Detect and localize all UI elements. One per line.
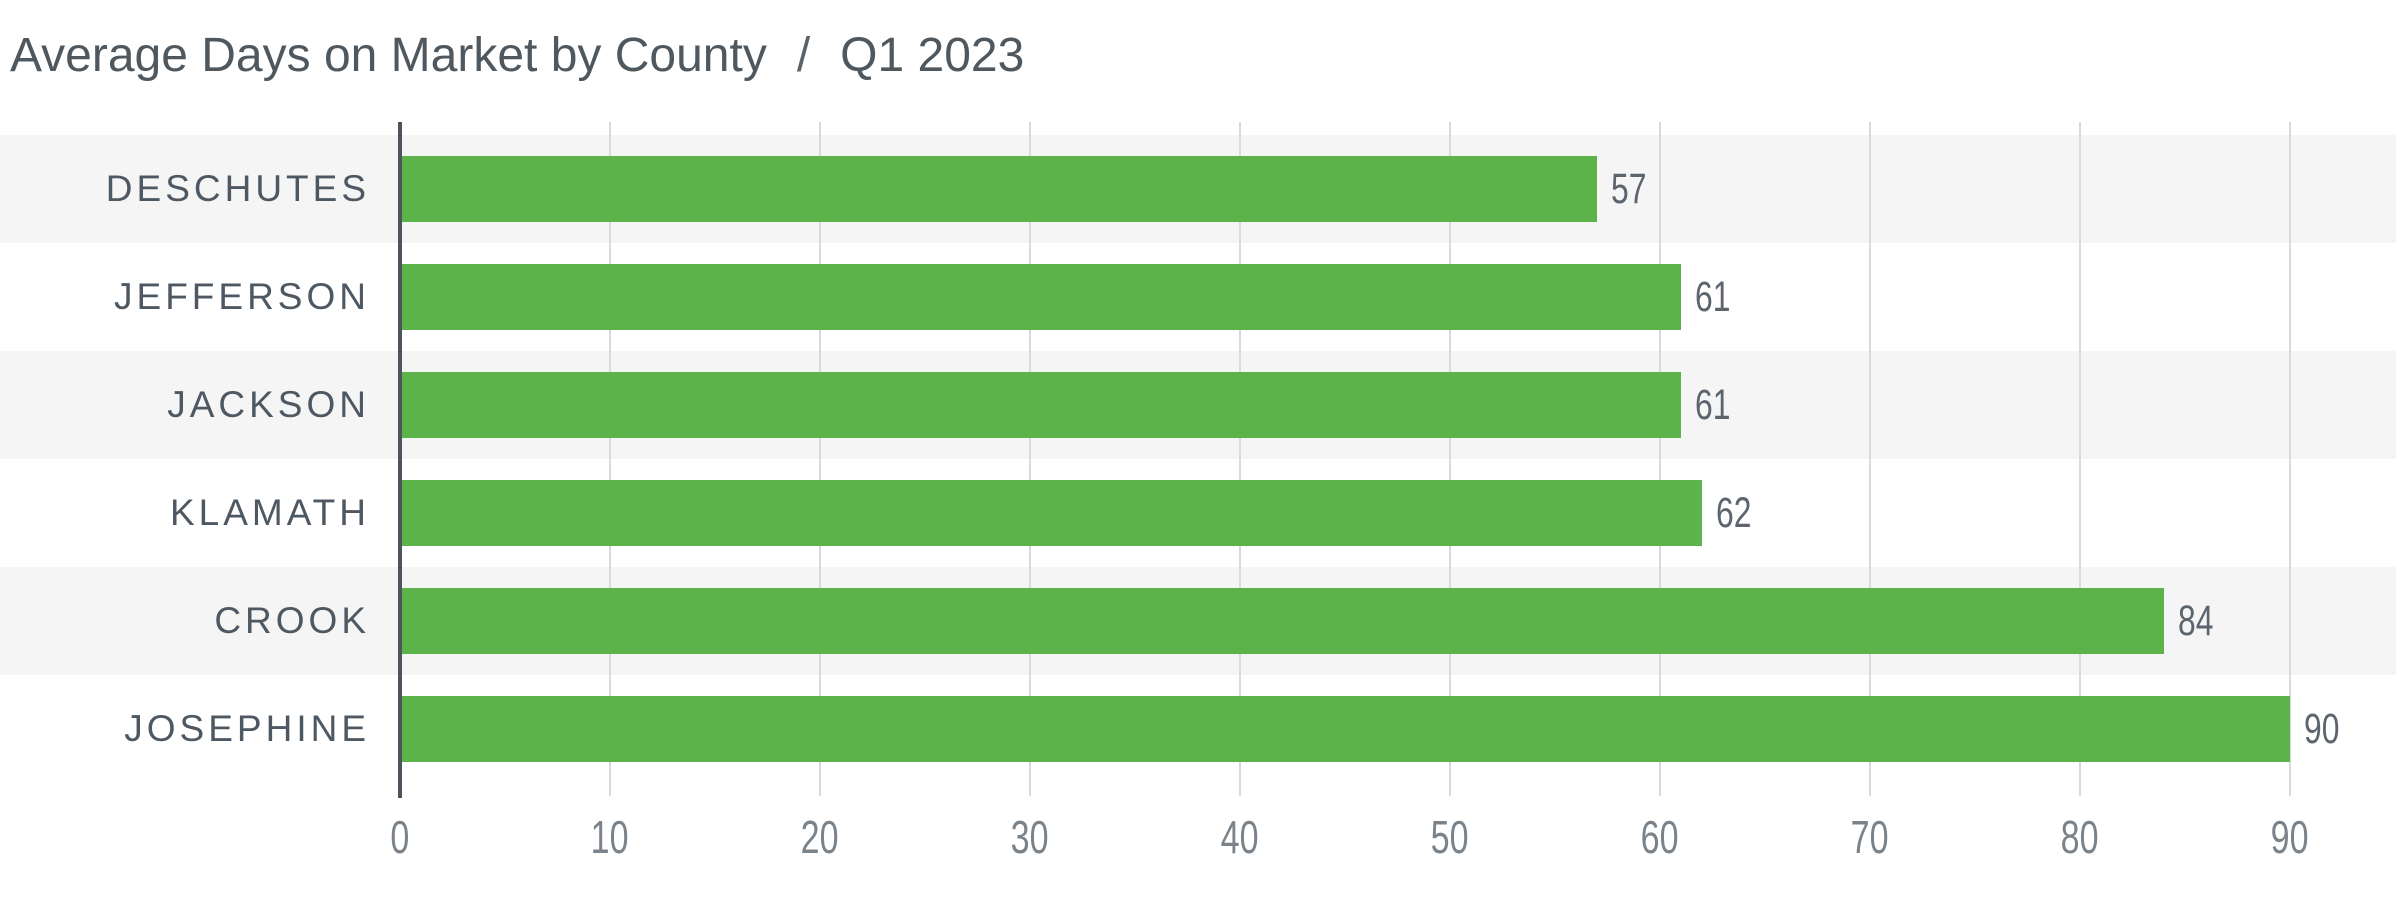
x-gridline xyxy=(609,122,611,796)
x-axis-tick-text: 50 xyxy=(1431,811,1469,863)
x-axis-tick-label: 80 xyxy=(2020,810,2140,864)
category-label: KLAMATH xyxy=(169,492,370,533)
x-gridline xyxy=(2289,122,2291,796)
bar xyxy=(402,696,2290,762)
bar xyxy=(402,588,2164,654)
x-axis-tick-label: 50 xyxy=(1390,810,1510,864)
x-gridline xyxy=(819,122,821,796)
x-gridline xyxy=(1869,122,1871,796)
bar-value-label: 61 xyxy=(1695,372,1743,438)
x-gridline xyxy=(1239,122,1241,796)
bar-value-text: 84 xyxy=(2178,596,2214,645)
x-axis-tick-label: 20 xyxy=(760,810,880,864)
bar xyxy=(402,264,1681,330)
x-axis-tick-text: 70 xyxy=(1851,811,1889,863)
bar-value-text: 61 xyxy=(1695,380,1731,429)
title-separator: / xyxy=(796,29,811,82)
x-axis-tick-label: 30 xyxy=(970,810,1090,864)
bar-value-label: 90 xyxy=(2304,696,2352,762)
x-gridline xyxy=(2079,122,2081,796)
x-axis-tick-label: 90 xyxy=(2230,810,2350,864)
x-axis-tick-text: 10 xyxy=(591,811,629,863)
x-axis-tick-text: 90 xyxy=(2271,811,2309,863)
x-axis-tick-label: 70 xyxy=(1810,810,1930,864)
category-label: JOSEPHINE xyxy=(124,708,370,749)
category-label: DESCHUTES xyxy=(105,168,370,209)
bar-value-label: 84 xyxy=(2178,588,2226,654)
bar-value-text: 62 xyxy=(1716,488,1752,537)
bar-value-text: 90 xyxy=(2304,704,2340,753)
x-axis-tick-text: 0 xyxy=(390,811,410,863)
x-axis-tick-label: 60 xyxy=(1600,810,1720,864)
bar-value-text: 61 xyxy=(1695,272,1731,321)
x-axis-tick-text: 20 xyxy=(801,811,839,863)
x-axis-tick-text: 30 xyxy=(1011,811,1049,863)
chart-title-text: Average Days on Market by County xyxy=(10,29,767,82)
bar-value-label: 62 xyxy=(1716,480,1764,546)
x-axis-tick-text: 60 xyxy=(1641,811,1679,863)
bar xyxy=(402,480,1702,546)
x-axis-tick-label: 0 xyxy=(340,810,460,864)
x-axis-tick-text: 80 xyxy=(2061,811,2099,863)
chart-title: Average Days on Market by County / Q1 2023 xyxy=(10,31,1024,81)
x-gridline xyxy=(1029,122,1031,796)
bar-value-label: 61 xyxy=(1695,264,1743,330)
category-label: CROOK xyxy=(214,600,370,641)
bar-value-label: 57 xyxy=(1611,156,1659,222)
x-gridline xyxy=(1659,122,1661,796)
x-axis-tick-label: 10 xyxy=(550,810,670,864)
bar-value-text: 57 xyxy=(1611,164,1647,213)
chart-period: Q1 2023 xyxy=(840,29,1025,82)
x-gridline xyxy=(1449,122,1451,796)
bar xyxy=(402,372,1681,438)
category-label: JACKSON xyxy=(167,384,370,425)
y-axis-line xyxy=(398,122,402,798)
category-label: JEFFERSON xyxy=(114,276,370,317)
x-axis-tick-text: 40 xyxy=(1221,811,1259,863)
bar xyxy=(402,156,1597,222)
x-axis-tick-label: 40 xyxy=(1180,810,1300,864)
